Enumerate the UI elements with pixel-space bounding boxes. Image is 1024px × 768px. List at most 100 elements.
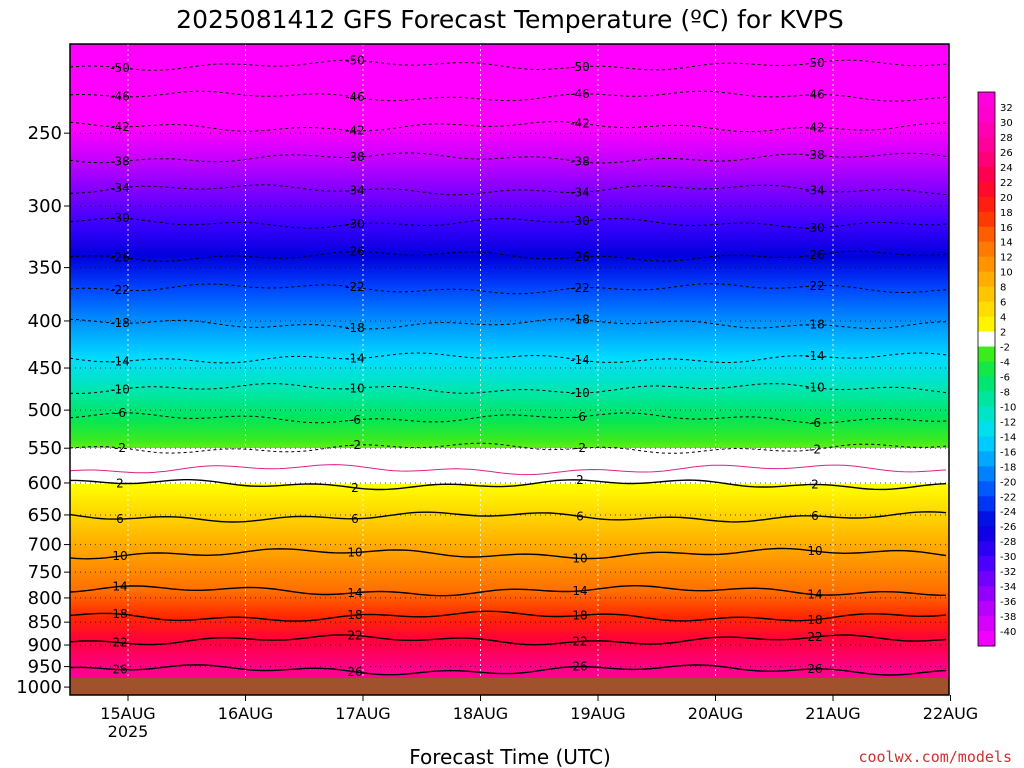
temperature-band xyxy=(70,208,949,211)
colorbar-tick-label: 10 xyxy=(1000,268,1013,279)
isotherm-label: -14 xyxy=(345,352,365,366)
temperature-band xyxy=(70,140,949,143)
isotherm-18 xyxy=(70,610,947,622)
temperature-band xyxy=(70,176,949,179)
temperature-band xyxy=(70,380,949,383)
temperature-band xyxy=(70,592,949,595)
colorbar-tick-label: -38 xyxy=(1000,612,1016,623)
time-tick-label: 19AUG xyxy=(570,704,625,723)
colorbar-swatch xyxy=(978,121,995,138)
isotherm-label: -38 xyxy=(805,148,825,162)
colorbar-tick-label: -32 xyxy=(1000,567,1016,578)
temperature-band xyxy=(70,564,949,567)
temperature-band xyxy=(70,432,949,435)
temperature-band xyxy=(70,392,949,395)
temperature-band xyxy=(70,268,949,271)
colorbar-swatch xyxy=(978,601,995,617)
temperature-band xyxy=(70,496,949,499)
colorbar-swatch xyxy=(978,421,995,437)
isotherm--18 xyxy=(70,318,947,330)
colorbar-tick-label: 4 xyxy=(1000,313,1006,324)
temperature-band xyxy=(70,244,949,247)
temperature-band xyxy=(70,572,949,575)
temperature-band xyxy=(70,54,949,57)
colorbar-frame xyxy=(977,91,996,647)
ground-surface xyxy=(70,678,949,695)
colorbar-tick-label: -28 xyxy=(1000,537,1016,548)
pressure-tick-label: 800 xyxy=(28,588,62,609)
temperature-band xyxy=(70,674,949,677)
isotherm-label: -34 xyxy=(805,183,825,197)
temperature-band xyxy=(70,476,949,479)
temperature-band xyxy=(70,294,949,297)
temperature-band xyxy=(70,232,949,235)
isotherm--42 xyxy=(70,121,947,133)
temperature-band xyxy=(70,450,949,453)
temperature-band xyxy=(70,246,949,249)
colorbar-swatch xyxy=(978,301,995,318)
isotherm--34 xyxy=(70,184,947,196)
temperature-band xyxy=(70,438,949,441)
temperature-band xyxy=(70,110,949,113)
temperature-band xyxy=(70,170,949,173)
temperature-band xyxy=(70,624,949,627)
isotherm-label: -26 xyxy=(345,245,365,259)
temperature-band xyxy=(70,258,949,261)
temperature-band xyxy=(70,506,949,509)
temperature-band xyxy=(70,586,949,589)
temperature-band xyxy=(70,212,949,215)
isotherm-label: -6 xyxy=(349,413,361,427)
temperature-band xyxy=(70,530,949,533)
temperature-band xyxy=(70,666,949,669)
temperature-band xyxy=(70,90,949,93)
temperature-band xyxy=(70,276,949,279)
temperature-band xyxy=(70,558,949,561)
temperature-band xyxy=(70,628,949,631)
isotherm-label: -22 xyxy=(345,280,365,294)
temperature-band xyxy=(70,126,949,129)
temperature-band xyxy=(70,488,949,491)
isotherm--46 xyxy=(70,90,947,102)
isotherm-label: 6 xyxy=(116,512,124,526)
isotherm-contours: -50 -50 -50 -50 -46 -46 -46 -46 -42 -42 -42 -42 -38 -… xyxy=(70,53,947,679)
temperature-band xyxy=(70,404,949,407)
temperature-band xyxy=(70,560,949,563)
colorbar-tick-label: -2 xyxy=(1000,343,1010,354)
isotherm-10 xyxy=(70,547,947,560)
temperature-band xyxy=(70,290,949,293)
pressure-tick-label: 950 xyxy=(28,657,62,678)
temperature-band xyxy=(70,462,949,465)
temperature-band xyxy=(70,48,949,51)
temperature-band xyxy=(70,218,949,221)
isotherm-label: -26 xyxy=(110,250,130,264)
colorbar-swatch xyxy=(978,106,995,123)
temperature-band xyxy=(70,464,949,467)
temperature-band xyxy=(70,446,949,449)
temperature-band xyxy=(70,422,949,425)
temperature-band xyxy=(70,260,949,263)
isotherm-label: -10 xyxy=(805,381,825,395)
isotherm-label: -38 xyxy=(570,155,590,169)
colorbar-swatch xyxy=(978,331,995,348)
temperature-band xyxy=(70,114,949,117)
temperature-band xyxy=(70,134,949,137)
isotherm-label: -22 xyxy=(805,279,825,293)
temperature-band xyxy=(70,582,949,585)
isotherm-label: -18 xyxy=(345,321,365,335)
isotherm-label: 2 xyxy=(576,473,584,487)
temperature-band xyxy=(70,172,949,175)
isotherm-label: -10 xyxy=(570,386,590,400)
temperature-band xyxy=(70,286,949,289)
colorbar-tick-label: -10 xyxy=(1000,402,1016,413)
temperature-band xyxy=(70,402,949,405)
temperature-band xyxy=(70,184,949,187)
temperature-band xyxy=(70,610,949,613)
temperature-band xyxy=(70,594,949,597)
temperature-band xyxy=(70,366,949,369)
temperature-band xyxy=(70,252,949,255)
isotherm--6 xyxy=(70,412,947,424)
temperature-band xyxy=(70,330,949,333)
temperature-band xyxy=(70,468,949,471)
temperature-bands xyxy=(70,44,949,695)
temperature-band xyxy=(70,526,949,529)
